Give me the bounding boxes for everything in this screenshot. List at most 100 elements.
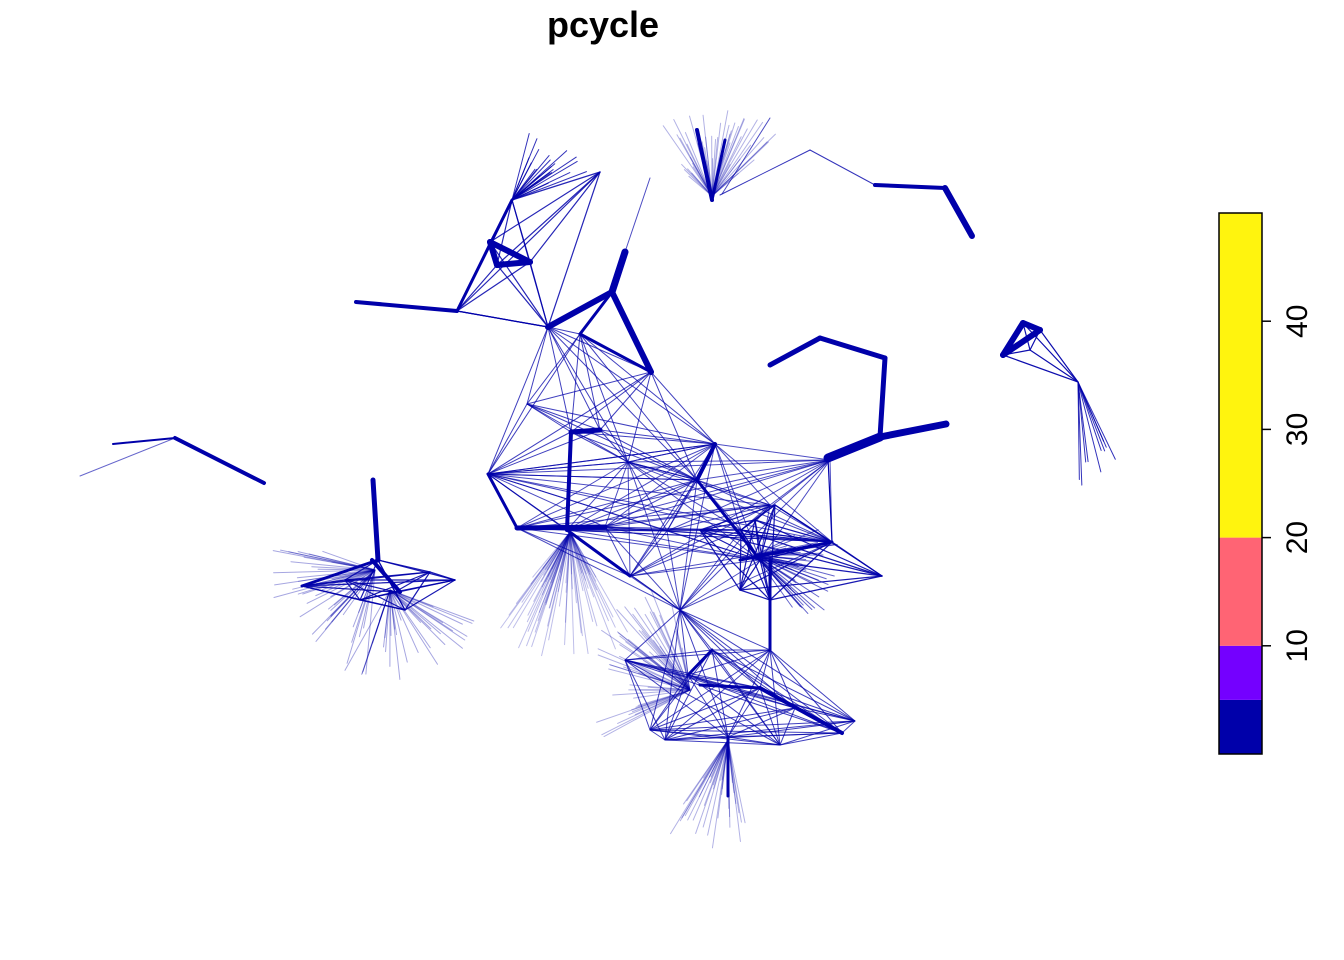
route-segment-mesh xyxy=(759,504,776,561)
route-segment-mesh xyxy=(579,333,652,373)
route-segment-mesh xyxy=(599,429,698,481)
route-segment-mesh xyxy=(516,527,681,611)
route-segment-mesh xyxy=(301,585,361,601)
route-segment-fan xyxy=(569,531,595,598)
route-segment-mesh xyxy=(679,559,761,611)
route-segment-mesh xyxy=(649,729,843,734)
route-segment-mesh xyxy=(566,459,831,531)
route-segment-fan xyxy=(754,535,795,556)
route-segment-mesh xyxy=(359,579,456,601)
route-segment-fan xyxy=(641,630,691,691)
route-segment-mesh xyxy=(487,403,528,475)
route-segment-mesh xyxy=(649,707,796,731)
route-segment-fan xyxy=(569,531,590,572)
route-segment-fan xyxy=(676,134,713,197)
route-segment-mesh xyxy=(666,459,831,532)
route-segment-fan xyxy=(662,125,713,197)
route-segment-mesh xyxy=(624,649,713,661)
route-segment-mesh xyxy=(487,461,629,475)
route-segment-fan xyxy=(754,554,801,608)
route-segment-fan xyxy=(644,596,691,691)
route-segment-fan xyxy=(1077,381,1116,460)
route-segment-mesh xyxy=(769,575,883,601)
route-segment-fan xyxy=(384,589,391,639)
route-segment-mesh xyxy=(487,473,771,506)
route-segment-fan xyxy=(533,531,571,602)
route-segment-mesh xyxy=(624,659,729,738)
route-segment-fan xyxy=(511,159,551,201)
route-segment-fan xyxy=(511,171,587,201)
route-segment-mesh xyxy=(759,504,771,561)
route-segment-fan xyxy=(389,589,392,636)
route-segment-fan xyxy=(712,739,729,786)
route-segment-fan xyxy=(548,531,571,641)
route-segment-mesh xyxy=(627,461,833,543)
route-segment-fan xyxy=(389,589,468,637)
route-segment-mesh xyxy=(511,171,601,201)
route-segment-fan xyxy=(507,531,571,629)
route-segment-fan xyxy=(711,137,765,197)
route-segment-mesh xyxy=(496,264,549,328)
route-segment-mesh xyxy=(547,171,601,328)
route-segment-mesh xyxy=(664,687,761,741)
route-segment-mesh xyxy=(687,649,771,676)
route-segment-fan xyxy=(711,128,748,197)
route-segment-mesh xyxy=(526,403,716,445)
route-segment-fan xyxy=(601,629,691,691)
legend-bin-1 xyxy=(1219,645,1262,700)
route-segment-fan xyxy=(511,172,571,201)
route-segment-fan xyxy=(518,531,571,649)
route-segment-mesh xyxy=(344,579,396,593)
route-segment-mesh xyxy=(570,431,698,481)
route-segment-mesh xyxy=(664,739,781,746)
route-segment-fan xyxy=(623,666,691,691)
route-segment-fan xyxy=(727,739,741,842)
route-segment-mesh xyxy=(516,461,629,529)
route-segment-fan xyxy=(557,531,571,593)
route-segment-mesh xyxy=(487,333,581,475)
route-segment-fan xyxy=(521,531,571,603)
route-segment-fan xyxy=(512,531,571,629)
route-segment-fan xyxy=(754,545,788,556)
route-segment-mesh xyxy=(759,459,831,561)
route-segment-fan xyxy=(711,122,722,197)
route-segment-fan xyxy=(543,531,571,576)
route-segment-fan xyxy=(569,531,591,576)
route-segment-fan xyxy=(389,589,444,624)
route-segment-mesh xyxy=(1002,354,1079,383)
route-segment-fan xyxy=(616,631,691,691)
route-segment-mesh xyxy=(696,459,831,481)
route-segment-fan xyxy=(670,739,729,835)
route-segment-fan xyxy=(609,664,691,691)
route-segment xyxy=(609,289,654,375)
route-segment-mesh xyxy=(394,571,431,593)
route-segment-fan xyxy=(711,173,736,197)
route-segment-mesh xyxy=(679,443,716,611)
route-segment xyxy=(1000,327,1043,358)
route-segment-mesh xyxy=(650,371,698,481)
route-segment-fan xyxy=(315,569,376,642)
route-segment-fan xyxy=(389,589,398,636)
route-segment-fan xyxy=(702,739,729,828)
route-segment-fan xyxy=(389,589,463,649)
route-segment-fan xyxy=(709,739,729,784)
route-segment-fan xyxy=(681,163,713,197)
route-segment-mesh xyxy=(516,504,771,529)
route-segment-fan xyxy=(754,529,819,556)
route-segment-fan xyxy=(624,606,691,691)
route-segment-fan xyxy=(526,531,571,647)
route-segment-mesh xyxy=(739,589,771,601)
route-segment-mesh xyxy=(547,326,572,433)
route-segment-fan xyxy=(542,531,571,569)
route-segment-fan xyxy=(515,531,571,604)
route-segment-fan xyxy=(679,137,713,197)
route-segment-mesh xyxy=(714,443,831,461)
route-segment-fan xyxy=(1077,381,1087,463)
route-segment xyxy=(942,185,975,239)
route-segment xyxy=(827,457,833,543)
route-segment-mesh xyxy=(487,473,606,528)
route-segment xyxy=(487,239,533,265)
map-title: pcycle xyxy=(546,4,660,45)
route-segment-fan xyxy=(687,739,729,821)
route-segment-mesh xyxy=(679,609,796,709)
